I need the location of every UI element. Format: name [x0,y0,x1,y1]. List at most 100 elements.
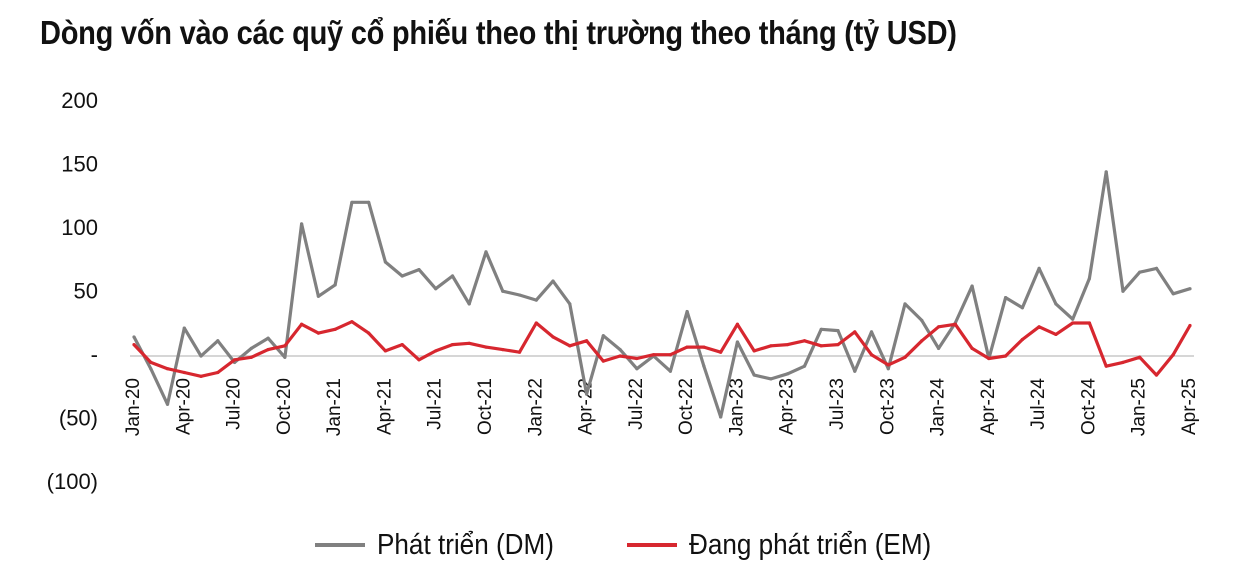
data-point [601,334,605,338]
data-point [517,350,522,354]
data-point [685,309,689,314]
data-point [819,327,823,331]
y-tick-label: (50) [59,405,98,430]
data-point [920,339,924,343]
line-chart: 200 150 100 50 - (50) (100) Jan-20 Apr-20 Jul-20… [47,88,1200,494]
x-tick-label: Oct-22 [676,378,697,435]
data-point [1004,354,1008,358]
y-tick-label: 200 [61,88,98,113]
data-point [568,344,572,348]
data-point [1188,323,1192,328]
data-point [333,327,337,331]
data-point [769,344,773,348]
data-point [383,349,388,353]
data-point [936,325,941,329]
data-point [702,364,706,368]
x-tick-label: Apr-20 [173,378,194,435]
data-point [400,342,404,347]
data-point [517,293,522,297]
data-point [853,369,857,373]
data-point [685,345,689,349]
data-point [434,287,438,291]
data-point [584,392,589,396]
data-point [350,200,354,204]
data-point [300,322,304,326]
data-point [618,348,622,352]
data-point [367,200,371,204]
y-tick-label: (100) [47,469,98,494]
data-point [970,284,974,288]
data-point [786,342,790,347]
x-tick-label: Jul-22 [626,378,647,430]
data-point [802,364,807,368]
data-point [1037,325,1041,329]
data-point [367,331,371,335]
data-point [836,342,840,347]
x-tick-label: Jan-23 [726,378,747,436]
x-tick-label: Jan-21 [324,378,345,436]
data-point [1104,364,1108,368]
y-tick-label: 150 [61,151,98,176]
data-point [283,344,287,348]
series-points-em [132,320,1192,378]
data-point [350,320,354,324]
data-point [467,341,471,345]
data-point [719,415,723,419]
data-point [920,318,924,323]
data-point [450,342,455,347]
y-axis-tick-labels: 200 150 100 50 - (50) (100) [47,88,98,494]
data-point [987,356,991,361]
data-point [266,336,270,340]
data-point [165,367,170,371]
x-tick-label: Oct-23 [877,378,898,435]
data-point [333,283,337,287]
data-point [1020,337,1024,342]
data-point [484,345,488,349]
data-point [182,326,186,330]
data-point [300,222,304,226]
data-point [165,402,170,406]
data-point [216,339,220,343]
data-point [199,374,203,378]
data-point [1071,321,1075,325]
data-point [735,340,740,344]
data-point [232,358,237,362]
data-point [450,274,455,278]
data-point [1121,289,1125,293]
data-point [953,322,957,326]
data-point [853,330,857,334]
x-tick-label: Jan-22 [525,378,546,436]
series-line-dm [132,170,1191,419]
data-point [1171,292,1175,296]
legend-label-dm: Phát triển (DM) [377,528,554,561]
data-point [584,339,589,343]
data-point [886,363,890,367]
data-point [149,360,153,364]
x-tick-label: Jul-23 [827,378,848,430]
x-tick-label: Apr-21 [374,378,395,435]
legend-item-dm: Phát triển (DM) [315,522,574,568]
data-point [132,335,136,339]
data-point [216,370,220,375]
x-tick-label: Oct-24 [1078,378,1099,435]
x-tick-label: Apr-24 [978,378,999,435]
data-point [417,358,421,362]
data-point [400,274,404,278]
x-tick-label: Jan-25 [1129,378,1150,436]
data-point [551,335,555,339]
data-point [1188,287,1192,291]
x-tick-label: Apr-22 [576,378,597,435]
data-point [1104,170,1108,174]
legend-swatch-em [627,543,677,547]
y-tick-label: 100 [61,215,98,240]
data-point [1037,266,1041,270]
data-point [551,279,555,283]
x-tick-label: Jan-24 [928,378,949,437]
data-point [836,329,840,333]
data-point [1087,276,1092,281]
data-point [249,355,253,359]
legend-label-em: Đang phát triển (EM) [689,528,932,561]
data-point [635,356,639,361]
data-point [1154,373,1159,377]
chart-title: Dòng vốn vào các quỹ cổ phiếu theo thị t… [40,14,957,51]
